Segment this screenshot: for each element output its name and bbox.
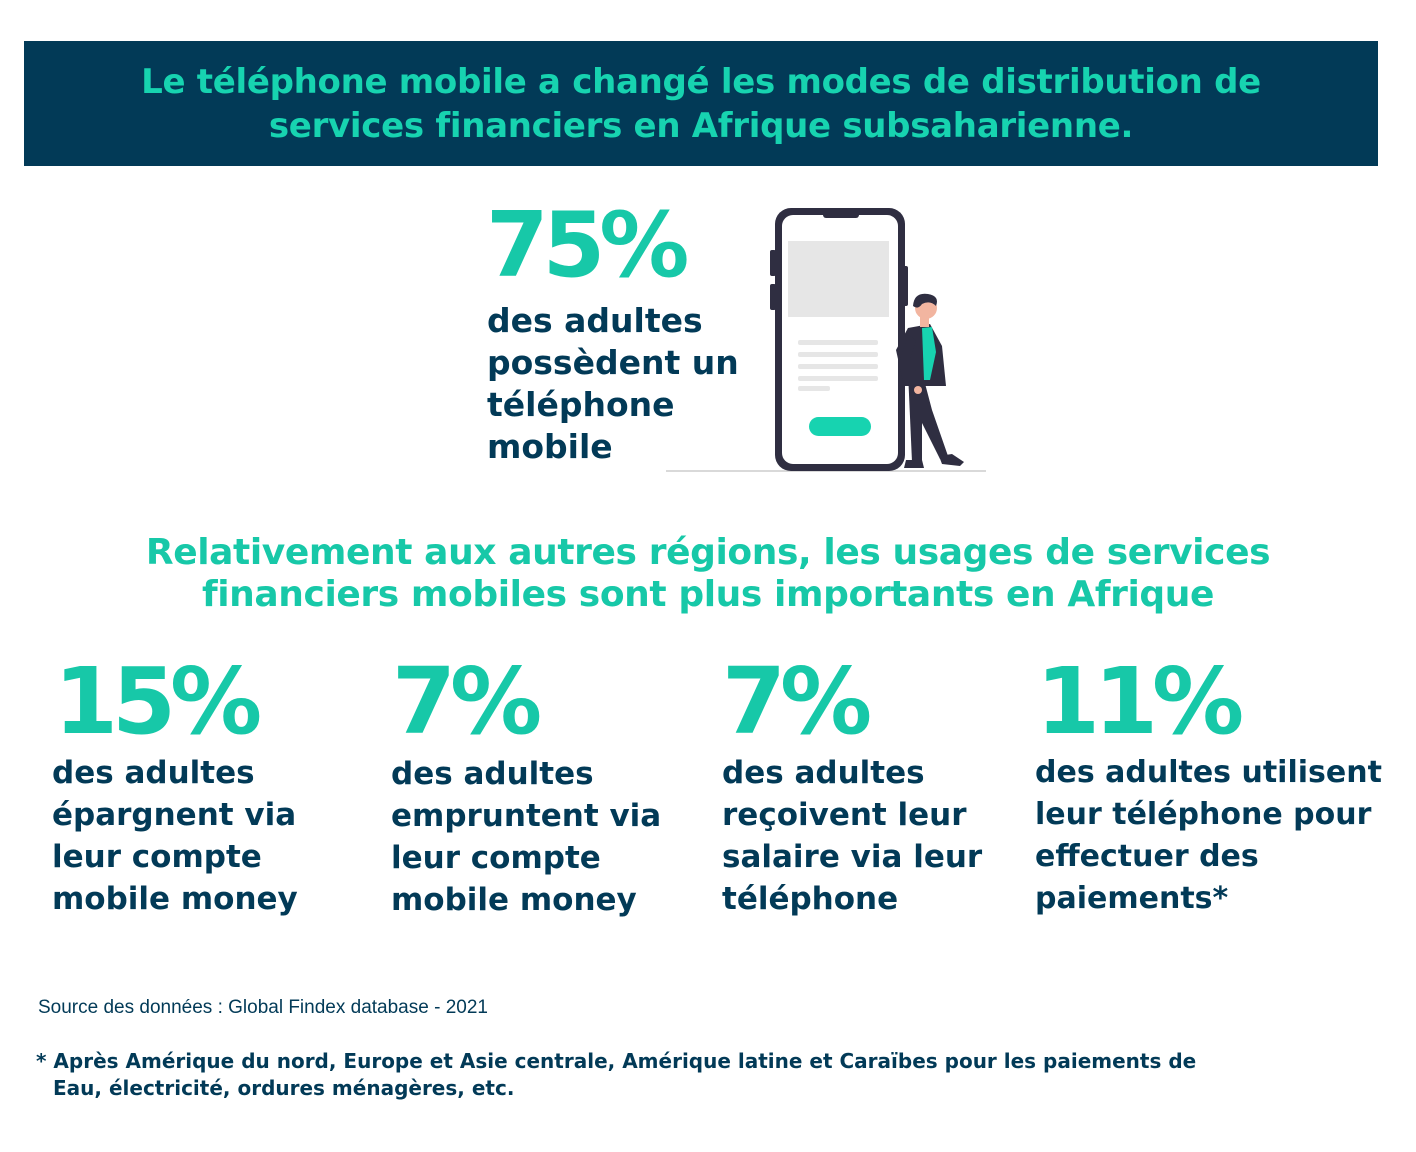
hero-desc-line: des adultes: [487, 301, 703, 340]
stat-desc-line: mobile money: [391, 882, 637, 918]
hero-description: des adultes possèdent un téléphone mobil…: [487, 300, 739, 468]
stat-payments-description: des adultes utilisent leur téléphone pou…: [1035, 752, 1382, 920]
stat-desc-line: des adultes: [391, 756, 594, 792]
stat-savings-percentage: 15%: [54, 648, 262, 755]
stat-borrowing-description: des adultes empruntent via leur compte m…: [391, 753, 661, 921]
stat-desc-line: des adultes: [722, 755, 925, 791]
stat-salary-percentage: 7%: [722, 648, 872, 755]
stat-desc-line: leur compte: [52, 839, 262, 875]
stat-desc-line: leur téléphone pour: [1035, 797, 1372, 832]
person-with-phone-illustration: [666, 208, 986, 472]
hero-desc-line: possèdent un: [487, 343, 739, 382]
stat-desc-line: reçoivent leur: [722, 797, 967, 833]
stat-savings-description: des adultes épargnent via leur compte mo…: [52, 752, 298, 920]
stat-desc-line: des adultes: [52, 755, 255, 791]
stat-desc-line: paiements*: [1035, 881, 1229, 916]
stat-desc-line: empruntent via: [391, 798, 662, 834]
stat-desc-line: salaire via leur: [722, 839, 983, 875]
stat-salary-description: des adultes reçoivent leur salaire via l…: [722, 752, 982, 920]
header-title-line-2: services financiers en Afrique subsahari…: [268, 105, 1134, 146]
subheading-line-2: financiers mobiles sont plus importants …: [201, 574, 1215, 615]
stat-desc-line: leur compte: [391, 840, 601, 876]
footnote-line-1: * Après Amérique du nord, Europe et Asie…: [36, 1049, 1197, 1073]
stat-desc-line: épargnent via: [52, 797, 297, 833]
stat-desc-line: effectuer des: [1035, 839, 1259, 874]
footnote: * Après Amérique du nord, Europe et Asie…: [36, 1048, 1196, 1102]
stat-desc-line: mobile money: [52, 881, 298, 917]
subheading-line-1: Relativement aux autres régions, les usa…: [145, 532, 1271, 573]
header-banner: Le téléphone mobile a changé les modes d…: [24, 41, 1378, 166]
hero-desc-line: téléphone: [487, 385, 675, 424]
section-subheading: Relativement aux autres régions, les usa…: [0, 532, 1416, 616]
hero-percentage: 75%: [486, 193, 689, 298]
header-title-line-1: Le téléphone mobile a changé les modes d…: [141, 61, 1261, 102]
stat-desc-line: des adultes utilisent: [1035, 755, 1382, 790]
data-source-note: Source des données : Global Findex datab…: [38, 997, 488, 1018]
hero-desc-line: mobile: [487, 427, 613, 466]
stat-desc-line: téléphone: [722, 881, 899, 917]
footnote-line-2: Eau, électricité, ordures ménagères, etc…: [53, 1076, 515, 1100]
stat-borrowing-percentage: 7%: [392, 648, 542, 755]
stat-payments-percentage: 11%: [1036, 648, 1244, 755]
